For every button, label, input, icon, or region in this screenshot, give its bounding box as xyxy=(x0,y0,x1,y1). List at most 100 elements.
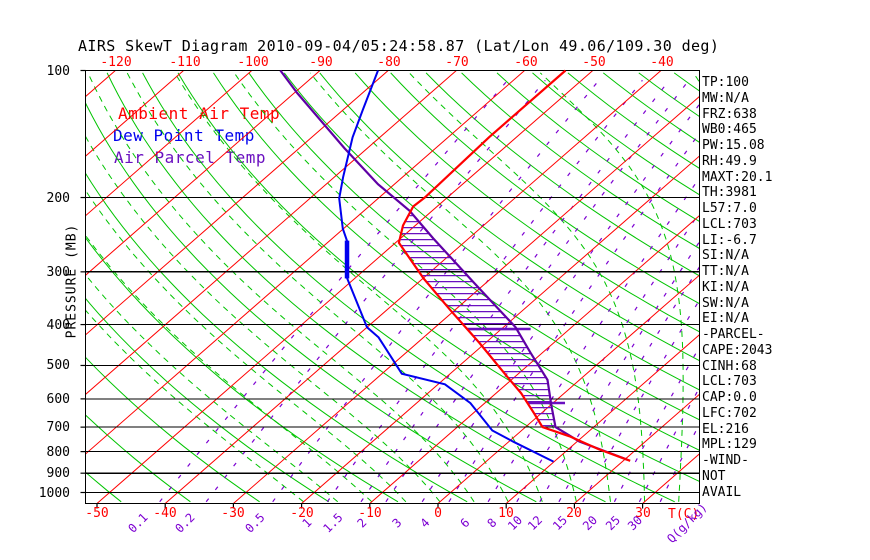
stats-line: KI:N/A xyxy=(702,279,749,295)
gridline-layer xyxy=(0,70,700,504)
legend-dew-point-temp: Dew Point Temp xyxy=(113,126,255,145)
dry-adiabat-line xyxy=(496,72,700,223)
bottom-axis-label: -40 xyxy=(153,506,177,521)
stats-line: MPL:129 xyxy=(702,437,757,453)
stats-line: MW:N/A xyxy=(702,90,749,106)
top-axis-label: -110 xyxy=(169,55,201,70)
stats-line: TT:N/A xyxy=(702,264,749,279)
stats-line: SI:N/A xyxy=(702,248,749,264)
bottom-axis-label: -10 xyxy=(358,506,382,521)
isotherm-line xyxy=(96,70,594,504)
isotherm-line xyxy=(505,334,700,504)
dry-adiabat-line xyxy=(425,72,700,277)
mixing-ratio-line xyxy=(159,79,509,503)
dry-adiabat-line xyxy=(85,101,537,503)
dry-adiabat-line xyxy=(319,72,700,362)
pressure-tick-label: 400 xyxy=(46,318,70,333)
dry-adiabat-line xyxy=(106,72,606,503)
moist-adiabat-line xyxy=(408,72,646,502)
top-axis-label: -40 xyxy=(650,55,674,70)
dry-adiabat-line xyxy=(0,73,52,502)
stats-line: SW:N/A xyxy=(702,295,749,311)
mixing-ratio-line xyxy=(558,265,700,503)
legend-air-parcel-temp: Air Parcel Temp xyxy=(114,148,266,167)
stats-line: EI:N/A xyxy=(702,311,749,327)
isotherm-line xyxy=(85,70,389,336)
isotherm-line xyxy=(574,393,700,504)
stats-line: MAXT:20.1 xyxy=(702,169,773,185)
legend-ambient-air-temp: Ambient Air Temp xyxy=(118,104,281,123)
isotherm-line xyxy=(85,70,184,157)
bottom-axis-label: 0 xyxy=(434,506,442,521)
stats-line: LI:-6.7 xyxy=(702,232,757,248)
pressure-tick-label: 1000 xyxy=(38,486,70,501)
top-axis-label: -80 xyxy=(377,55,401,70)
isotherm-line xyxy=(0,71,47,504)
stats-panel: TP:100 MW:N/A FRZ:638 WB0:465 PW:15.08 RH:49.… xyxy=(702,75,772,500)
stats-line: TP:100 xyxy=(702,75,749,90)
top-axis-label: -100 xyxy=(237,55,269,70)
dry-adiabat-line xyxy=(85,356,260,503)
stats-line: CAP:0.0 xyxy=(702,390,757,405)
pressure-tick-label: 900 xyxy=(46,466,70,481)
moist-adiabat-line xyxy=(85,234,373,503)
isotherm-line xyxy=(85,70,116,98)
dry-adiabat-line xyxy=(461,72,700,250)
dry-adiabat-line xyxy=(85,172,468,503)
mixing-ratio-line xyxy=(448,132,700,503)
moist-adiabat-line xyxy=(309,72,611,502)
pressure-tick-label: 500 xyxy=(46,358,70,373)
pressure-tick-label: 300 xyxy=(46,265,70,280)
stats-line: PW:15.08 xyxy=(702,138,765,153)
dry-adiabat-line xyxy=(354,72,700,333)
dry-adiabat-line xyxy=(390,72,700,305)
isotherm-line xyxy=(85,70,253,217)
bottom-axis-label: -20 xyxy=(290,506,314,521)
dry-adiabat-line xyxy=(85,236,399,503)
mixing-ratio-line xyxy=(659,422,700,503)
stats-line: -PARCEL- xyxy=(702,327,765,342)
stats-line: EL:216 xyxy=(702,421,749,437)
dry-adiabat-line xyxy=(283,72,700,391)
mixing-ratio-line xyxy=(360,79,670,503)
moist-adiabat-line xyxy=(85,273,339,503)
stats-line: NOT xyxy=(702,468,726,484)
stats-line: FRZ:638 xyxy=(702,106,757,122)
stats-line: TH:3981 xyxy=(702,185,757,201)
moist-adiabat-line xyxy=(85,135,441,503)
page-title: AIRS SkewT Diagram 2010-09-04/05:24:58.8… xyxy=(78,37,720,55)
isotherm-line xyxy=(233,95,700,504)
air-parcel-temp-curve xyxy=(279,69,628,461)
isotherm-line xyxy=(85,70,321,276)
pressure-tick-label: 200 xyxy=(46,191,70,206)
moist-adiabat-line xyxy=(87,72,475,503)
moist-adiabat-line xyxy=(174,72,543,502)
stats-line: LCL:703 xyxy=(702,216,757,232)
bottom-axis-label: 20 xyxy=(566,506,582,521)
bottom-axis-label: 30 xyxy=(635,506,651,521)
pressure-tick-label: 800 xyxy=(46,445,70,460)
stats-line: AVAIL xyxy=(702,484,742,500)
temp-axis-unit-label: T(C) xyxy=(668,507,700,522)
ambient-air-temp-curve xyxy=(397,69,631,462)
dry-adiabat-line xyxy=(85,471,122,503)
bottom-axis-label: -50 xyxy=(85,506,109,521)
dry-adiabat-line xyxy=(213,72,700,451)
dew-point-temp-curve xyxy=(338,70,554,463)
cape-hatch-area xyxy=(400,215,566,427)
stats-line: WB0:465 xyxy=(702,122,757,138)
dry-adiabat-line xyxy=(142,72,675,503)
top-axis-label: -70 xyxy=(445,55,469,70)
bottom-axis-label: -30 xyxy=(221,506,245,521)
stats-line: LFC:702 xyxy=(702,405,757,421)
moist-adiabat-line xyxy=(85,309,304,503)
mixing-ratio-line xyxy=(385,79,690,503)
pressure-tick-label: 600 xyxy=(46,392,70,407)
dry-adiabat-line xyxy=(85,414,191,503)
isotherm-line xyxy=(369,214,700,504)
isotherm-line xyxy=(85,70,525,455)
plot-border xyxy=(84,69,701,505)
pressure-tick-label: 100 xyxy=(46,64,70,79)
